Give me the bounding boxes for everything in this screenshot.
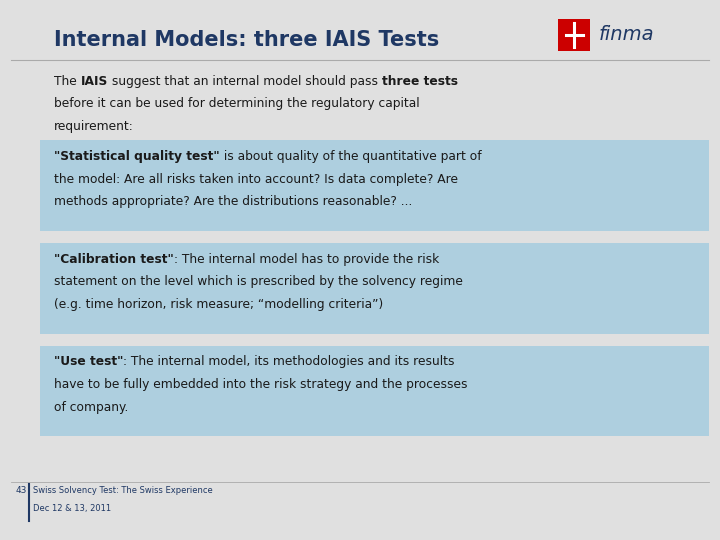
Text: finma: finma [599, 25, 654, 44]
Text: statement on the level which is prescribed by the solvency regime: statement on the level which is prescrib… [54, 275, 463, 288]
Text: "Statistical quality test": "Statistical quality test" [54, 150, 220, 163]
FancyBboxPatch shape [40, 243, 709, 334]
Text: Swiss Solvency Test: The Swiss Experience: Swiss Solvency Test: The Swiss Experienc… [33, 486, 213, 495]
Text: of company.: of company. [54, 401, 128, 414]
Text: "Use test": "Use test" [54, 355, 123, 368]
Text: is about quality of the quantitative part of: is about quality of the quantitative par… [220, 150, 481, 163]
Text: IAIS: IAIS [81, 75, 108, 87]
Text: (e.g. time horizon, risk measure; “modelling criteria”): (e.g. time horizon, risk measure; “model… [54, 298, 383, 311]
Text: : The internal model, its methodologies and its results: : The internal model, its methodologies … [123, 355, 455, 368]
Text: three tests: three tests [382, 75, 458, 87]
Text: Internal Models: three IAIS Tests: Internal Models: three IAIS Tests [54, 30, 439, 50]
Text: suggest that an internal model should pass: suggest that an internal model should pa… [108, 75, 382, 87]
FancyBboxPatch shape [40, 140, 709, 231]
Text: : The internal model has to provide the risk: : The internal model has to provide the … [174, 253, 439, 266]
FancyBboxPatch shape [40, 346, 709, 436]
FancyBboxPatch shape [558, 19, 590, 51]
Text: methods appropriate? Are the distributions reasonable? ...: methods appropriate? Are the distributio… [54, 195, 413, 208]
Text: the model: Are all risks taken into account? Is data complete? Are: the model: Are all risks taken into acco… [54, 173, 458, 186]
Text: Dec 12 & 13, 2011: Dec 12 & 13, 2011 [33, 504, 112, 514]
Text: requirement:: requirement: [54, 120, 134, 133]
Text: before it can be used for determining the regulatory capital: before it can be used for determining th… [54, 97, 420, 110]
Text: have to be fully embedded into the risk strategy and the processes: have to be fully embedded into the risk … [54, 378, 467, 391]
Text: The: The [54, 75, 81, 87]
Text: "Calibration test": "Calibration test" [54, 253, 174, 266]
Text: 43: 43 [16, 486, 27, 495]
